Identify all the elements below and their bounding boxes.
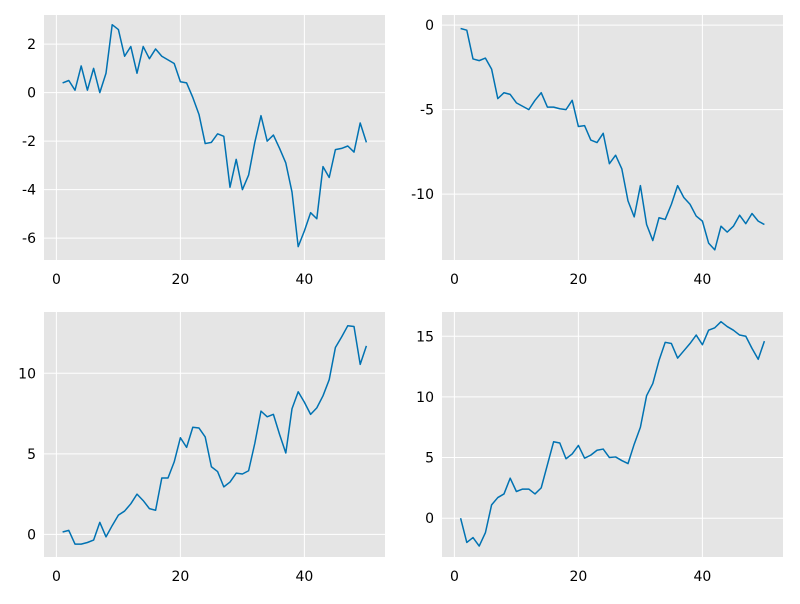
plot-background [442, 312, 783, 557]
plot-background [44, 312, 385, 557]
y-tick-label: 0 [425, 18, 434, 34]
y-tick-label: 0 [27, 86, 36, 102]
x-tick-label: 20 [171, 569, 189, 585]
y-tick-label: 2 [27, 37, 36, 53]
x-tick-label: 0 [450, 569, 459, 585]
x-tick-label: 20 [569, 569, 587, 585]
series-line [62, 324, 368, 545]
x-tick-label: 0 [52, 569, 61, 585]
y-tick-label: 0 [27, 527, 36, 543]
x-tick-label: 20 [569, 272, 587, 288]
y-tick-label: -2 [22, 134, 36, 150]
y-tick-label: 5 [27, 447, 36, 463]
y-tick-label: -10 [411, 187, 434, 203]
series-line [62, 23, 368, 248]
y-tick-label: -4 [22, 183, 36, 199]
y-tick-label: 15 [416, 329, 434, 345]
plot-panel-top-right: 0 20 40 -10 -5 0 [411, 15, 783, 288]
y-tick-label: -6 [22, 231, 36, 247]
y-tick-label: 10 [18, 366, 36, 382]
x-tick-label: 0 [450, 272, 459, 288]
x-tick-label: 40 [693, 569, 711, 585]
plot-panel-bottom-left: 0 20 40 0 5 10 [18, 312, 385, 585]
x-tick-label: 40 [693, 272, 711, 288]
y-tick-label: -5 [420, 103, 434, 119]
x-tick-label: 0 [52, 272, 61, 288]
x-tick-label: 20 [171, 272, 189, 288]
plot-background [442, 15, 783, 260]
y-tick-label: 5 [425, 451, 434, 467]
series-line [460, 27, 765, 251]
plot-panel-top-left: 0 20 40 -6 -4 -2 0 2 [22, 15, 385, 288]
y-tick-label: 10 [416, 390, 434, 406]
x-tick-label: 40 [295, 272, 313, 288]
x-tick-label: 40 [295, 569, 313, 585]
y-tick-label: 0 [425, 511, 434, 527]
series-line [459, 320, 766, 547]
plot-panel-bottom-right: 0 20 40 0 5 10 15 [416, 312, 783, 585]
